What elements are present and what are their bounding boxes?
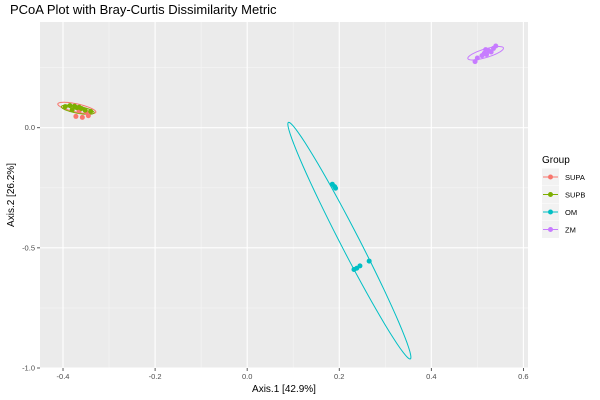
x-tick-label: -0.4	[57, 372, 70, 381]
ellipse-zm	[467, 46, 504, 61]
point-zm	[483, 47, 489, 53]
confidence-ellipses	[57, 46, 504, 360]
legend-label-om: OM	[565, 208, 577, 217]
point-supb	[82, 107, 88, 113]
x-tick-label: 0.0	[242, 372, 252, 381]
point-zm	[474, 55, 480, 61]
x-tick-label: 0.4	[426, 372, 436, 381]
x-axis: -0.4 -0.2 0.0 0.2 0.4 0.6	[57, 368, 529, 381]
legend-key-point	[548, 174, 553, 180]
point-zm	[493, 43, 499, 49]
point-supb	[88, 108, 94, 114]
point-supa	[73, 113, 79, 119]
point-zm	[484, 51, 490, 57]
y-axis: -1.0 -0.5 0.0	[22, 123, 40, 373]
point-supa	[85, 113, 91, 119]
y-tick-label: 0.0	[25, 123, 35, 132]
point-supb	[62, 104, 68, 110]
x-tick-label: 0.2	[334, 372, 344, 381]
point-supb	[67, 103, 73, 109]
point-zm	[472, 59, 478, 65]
point-supb	[74, 105, 80, 111]
data-points	[62, 43, 499, 272]
legend-key-point	[548, 192, 553, 197]
x-axis-title: Axis.1 [42.9%]	[252, 384, 316, 395]
y-axis-title: Axis.2 [26.2%]	[6, 163, 17, 227]
legend-label-supb: SUPB	[565, 191, 585, 200]
legend-key-point	[548, 209, 553, 215]
y-tick-label: -0.5	[22, 243, 35, 252]
point-om	[357, 263, 363, 269]
plot-panel	[40, 22, 528, 368]
legend-label-supa: SUPA	[565, 173, 585, 182]
y-tick-label: -1.0	[22, 364, 35, 373]
legend-label-zm: ZM	[565, 226, 576, 235]
ellipse-supa	[57, 101, 97, 115]
grid-lines	[40, 22, 528, 369]
legend-title: Group	[542, 155, 570, 166]
legend: Group SUPA SUPB OM ZM	[542, 155, 585, 238]
x-tick-label: -0.2	[149, 372, 162, 381]
ellipse-om	[287, 121, 412, 360]
point-om	[333, 185, 339, 191]
ellipse-supb	[60, 104, 95, 115]
point-om	[366, 258, 372, 264]
chart-title: PCoA Plot with Bray-Curtis Dissimilarity…	[10, 2, 277, 17]
point-zm	[488, 49, 494, 55]
point-supb	[69, 107, 75, 113]
x-tick-label: 0.6	[518, 372, 528, 381]
legend-key-point	[548, 227, 553, 232]
point-supa	[79, 114, 85, 120]
